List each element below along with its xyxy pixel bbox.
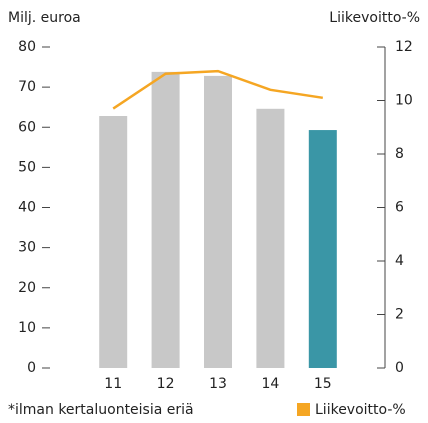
bar [308,130,337,368]
x-tick-label: 11 [104,376,122,392]
legend-swatch [297,403,310,416]
y-tick-label: 80 [18,39,36,55]
y2-tick-label: 10 [395,93,413,109]
bar [256,108,285,368]
y2-tick-label: 12 [395,39,413,55]
y2-tick-label: 8 [395,146,404,162]
bar [151,71,180,368]
x-tick-label: 13 [209,376,227,392]
y-tick-label: 30 [18,240,36,256]
footnote: *ilman kertaluonteisia eriä [8,402,194,418]
y2-tick-label: 4 [395,253,404,269]
y-tick-label: 10 [18,320,36,336]
bar [204,75,232,368]
y2-tick-label: 6 [395,200,404,216]
y-tick-label: 60 [18,119,36,135]
y2-tick-label: 2 [395,307,404,323]
legend-label: Liikevoitto-% [315,402,406,418]
x-tick-label: 15 [314,376,332,392]
y-tick-label: 40 [18,200,36,216]
y-tick-label: 70 [18,79,36,95]
y-tick-label: 20 [18,280,36,296]
y-axis-label: Milj. euroa [8,10,81,26]
bar [99,116,128,368]
y-tick-label: 50 [18,159,36,175]
line [112,69,323,110]
x-tick-label: 14 [261,376,279,392]
y2-tick-label: 0 [395,360,404,376]
y-tick-label: 0 [27,360,36,376]
x-tick-label: 12 [157,376,175,392]
y2-axis-label: Liikevoitto-% [329,10,420,26]
